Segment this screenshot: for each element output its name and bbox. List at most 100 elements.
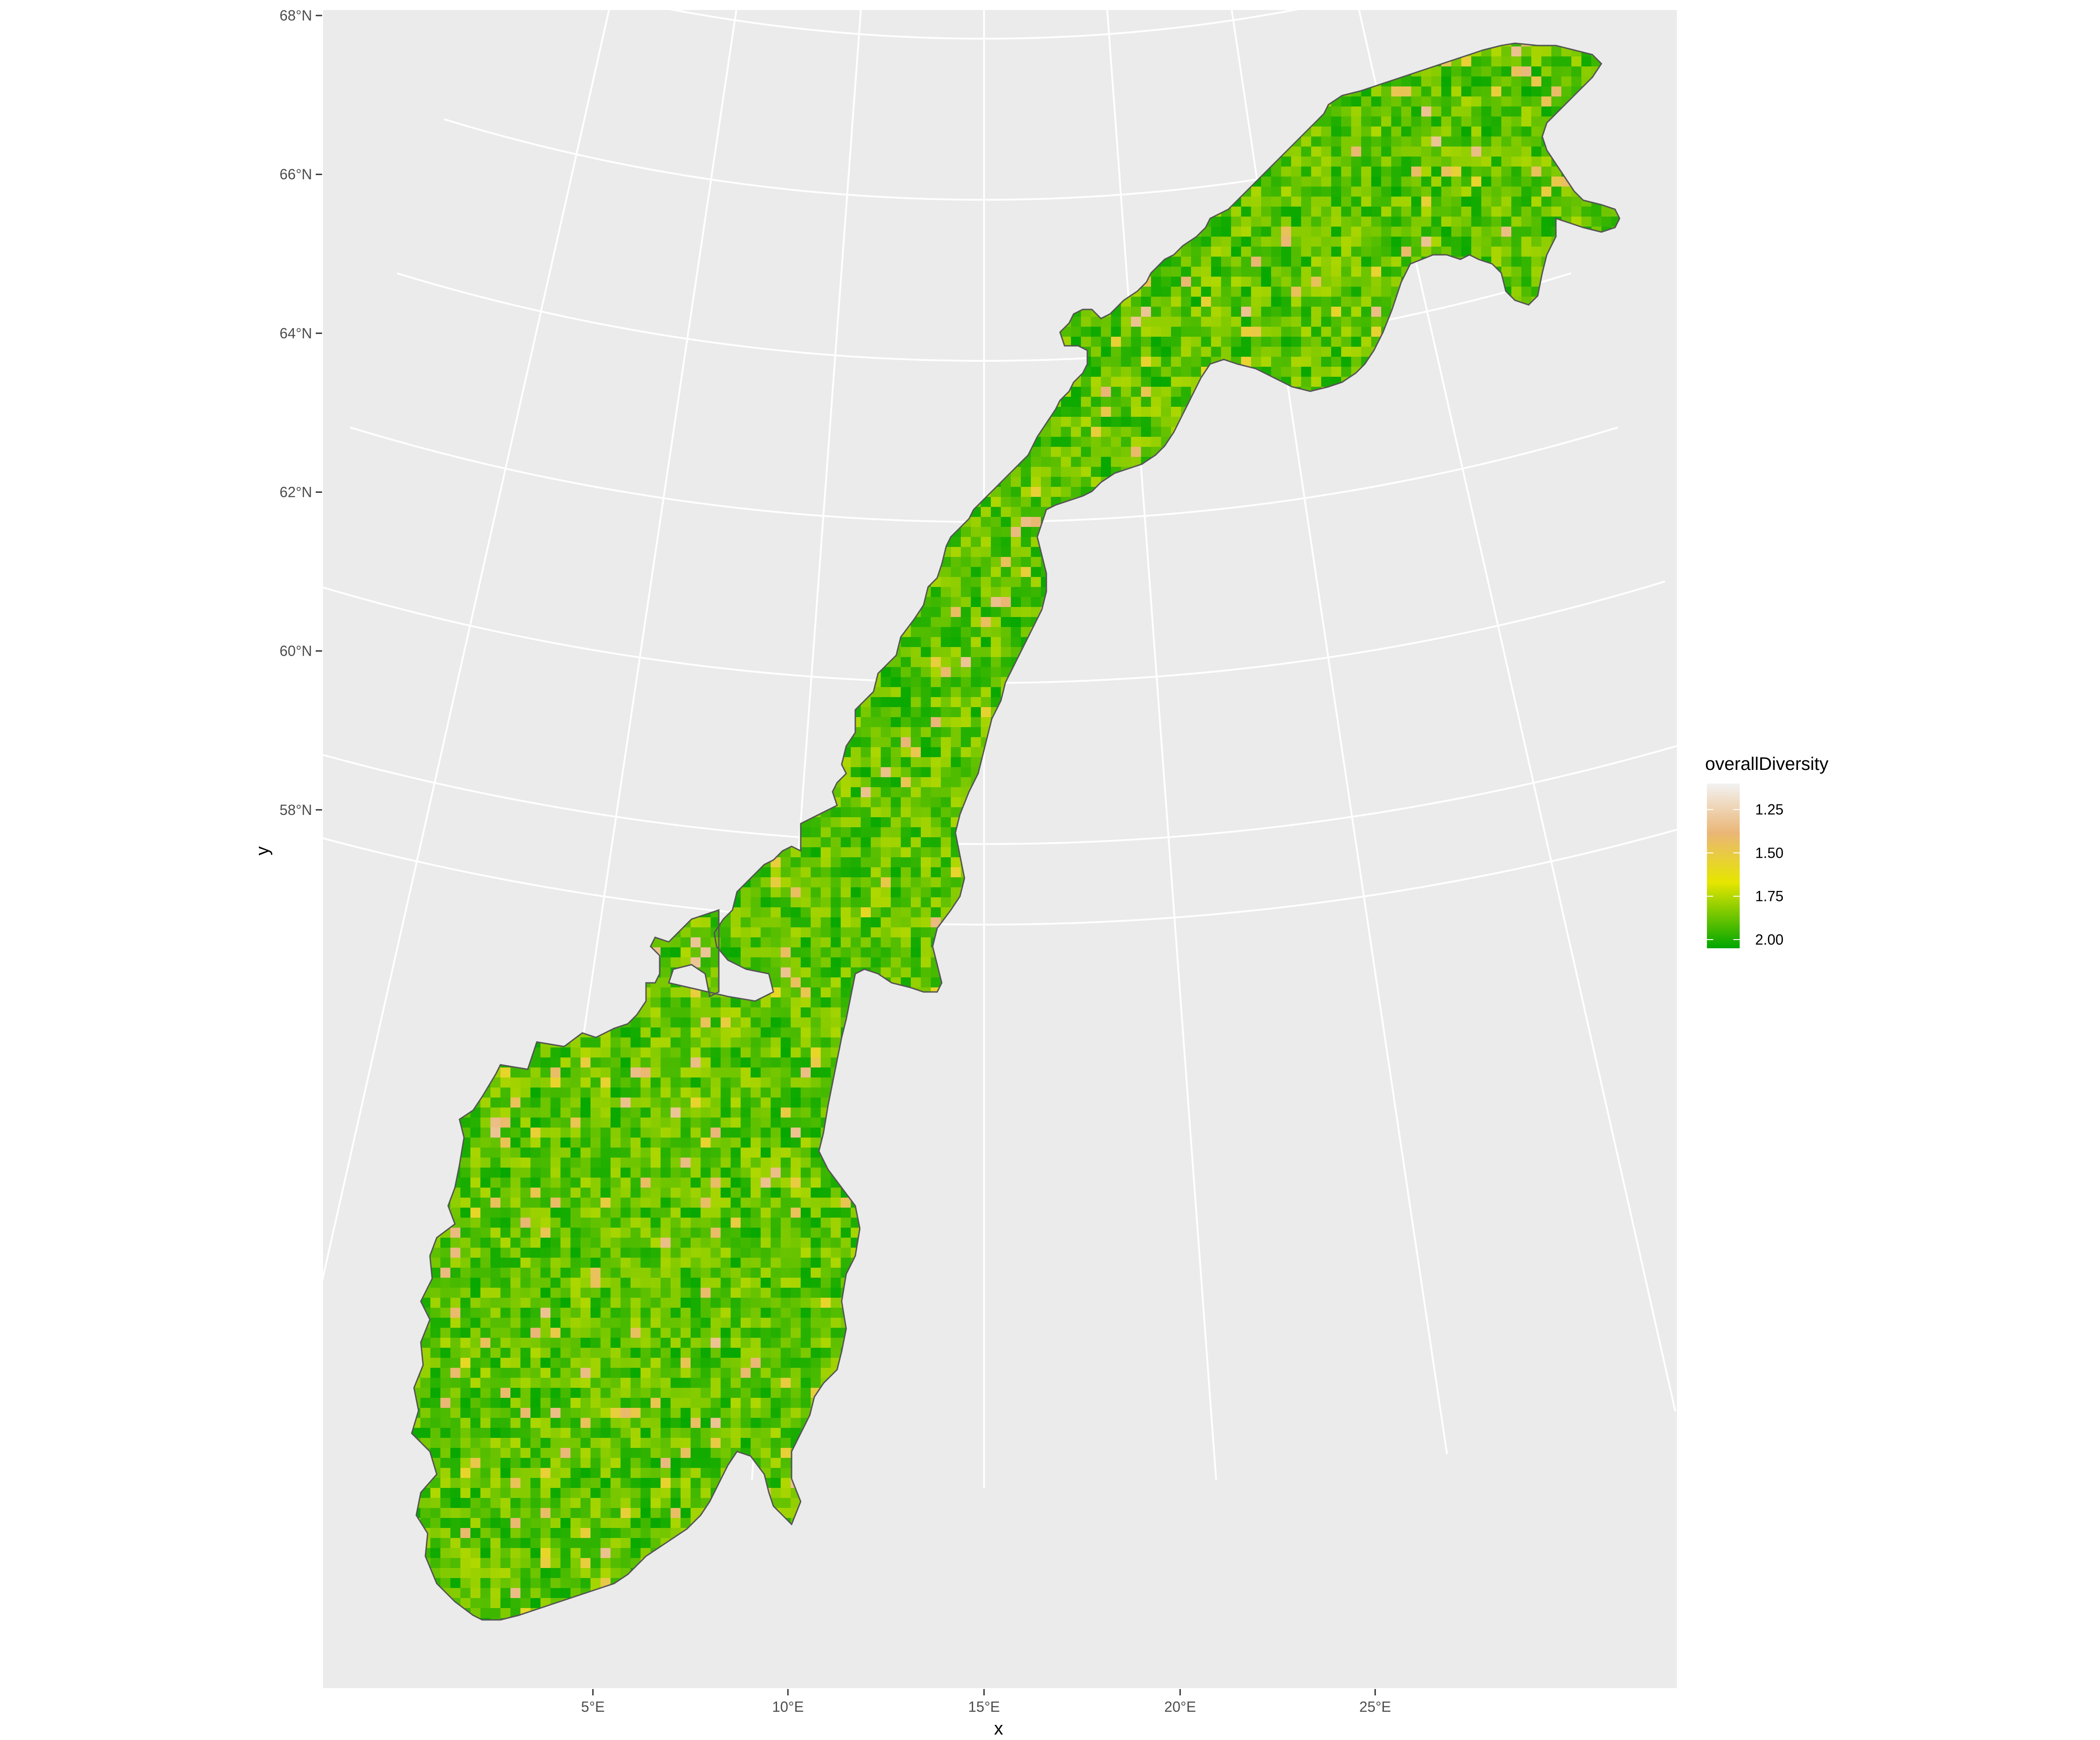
raster-cell <box>1151 397 1161 407</box>
raster-cell <box>1351 237 1362 247</box>
raster-cell <box>1401 207 1412 217</box>
raster-cell <box>1381 147 1392 157</box>
raster-cell <box>1041 427 1051 437</box>
raster-cell <box>1281 247 1292 257</box>
raster-cell <box>1531 257 1542 267</box>
raster-cell <box>1461 147 1472 157</box>
raster-cell <box>1251 347 1262 357</box>
raster-cell <box>1151 427 1161 437</box>
raster-cell <box>1511 267 1522 277</box>
raster-cell <box>1371 207 1382 217</box>
raster-cell <box>1161 357 1171 367</box>
raster-cell <box>1301 277 1312 287</box>
raster-cell <box>1071 417 1081 427</box>
raster-cell <box>1511 46 1522 57</box>
raster-cell <box>1421 126 1432 137</box>
raster-cell <box>1571 207 1582 217</box>
raster-cell <box>1521 197 1532 207</box>
raster-cell <box>1341 197 1352 207</box>
raster-cell <box>1391 227 1402 237</box>
raster-cell <box>1231 257 1242 267</box>
raster-cell <box>1531 147 1542 157</box>
raster-cell <box>1481 96 1492 107</box>
raster-cell <box>1301 347 1312 357</box>
raster-cell <box>1451 147 1462 157</box>
raster-cell <box>1561 187 1572 197</box>
raster-cell <box>1221 287 1232 297</box>
raster-cell <box>1341 207 1352 217</box>
raster-cell <box>1381 167 1392 177</box>
raster-cell <box>1331 126 1342 137</box>
raster-cell <box>1561 207 1572 217</box>
raster-cell <box>1331 106 1342 117</box>
raster-cell <box>1281 217 1292 227</box>
raster-cell <box>1231 307 1242 317</box>
raster-cell <box>1341 96 1352 107</box>
raster-cell <box>1451 137 1462 147</box>
raster-cell <box>1401 247 1412 257</box>
raster-cell <box>1151 407 1161 417</box>
raster-cell <box>1521 187 1532 197</box>
raster-cell <box>1501 106 1512 117</box>
raster-cell <box>1501 257 1512 267</box>
raster-cell <box>1361 227 1372 237</box>
raster-cell <box>1241 237 1252 247</box>
raster-cell <box>1301 317 1312 327</box>
raster-cell <box>1271 197 1282 207</box>
raster-cell <box>1441 76 1452 87</box>
raster-cell <box>1391 137 1402 147</box>
raster-cell <box>1491 177 1502 187</box>
raster-cell <box>1411 106 1422 117</box>
raster-cell <box>1501 46 1512 57</box>
raster-cell <box>1521 66 1532 77</box>
raster-cell <box>1501 197 1512 207</box>
raster-cell <box>1331 267 1342 277</box>
raster-cell <box>1571 76 1582 87</box>
raster-cell <box>1181 357 1191 367</box>
raster-cell <box>1371 327 1382 337</box>
raster-cell <box>1341 247 1352 257</box>
raster-cell <box>1151 317 1161 327</box>
raster-cell <box>1491 167 1502 177</box>
raster-cell <box>1351 247 1362 257</box>
raster-cell <box>1141 317 1151 327</box>
raster-cell <box>1281 277 1292 287</box>
raster-cell <box>1081 387 1091 397</box>
raster-cell <box>1381 197 1392 207</box>
raster-cell <box>1121 357 1131 367</box>
raster-cell <box>1371 227 1382 237</box>
raster-cell <box>1341 307 1352 317</box>
raster-cell <box>1491 197 1502 207</box>
raster-cell <box>1341 116 1352 127</box>
raster-cell <box>1111 427 1121 437</box>
raster-cell <box>1211 277 1222 287</box>
raster-cell <box>1321 297 1332 307</box>
raster-cell <box>1511 217 1522 227</box>
raster-cell <box>1211 227 1222 237</box>
raster-cell <box>1411 187 1422 197</box>
raster-cell <box>1481 207 1492 217</box>
raster-cell <box>1121 377 1131 387</box>
raster-cell <box>1271 327 1282 337</box>
raster-cell <box>1291 257 1302 267</box>
raster-cell <box>1241 297 1252 307</box>
raster-cell <box>1161 417 1171 427</box>
raster-cell <box>1351 297 1362 307</box>
raster-cell <box>1141 337 1151 347</box>
raster-cell <box>1321 277 1332 287</box>
raster-cell <box>1191 327 1201 337</box>
raster-cell <box>1441 86 1452 97</box>
raster-cell <box>1301 357 1312 367</box>
raster-cell <box>1311 177 1322 187</box>
raster-cell <box>1341 227 1352 237</box>
raster-cell <box>1261 217 1272 227</box>
raster-cell <box>1331 327 1342 337</box>
raster-cell <box>1511 147 1522 157</box>
raster-cell <box>1501 66 1512 77</box>
raster-cell <box>1221 317 1232 327</box>
raster-cell <box>1211 257 1222 267</box>
raster-cell <box>1111 387 1121 397</box>
raster-cell <box>1421 207 1432 217</box>
raster-cell <box>1481 116 1492 127</box>
raster-cell <box>1491 257 1502 267</box>
